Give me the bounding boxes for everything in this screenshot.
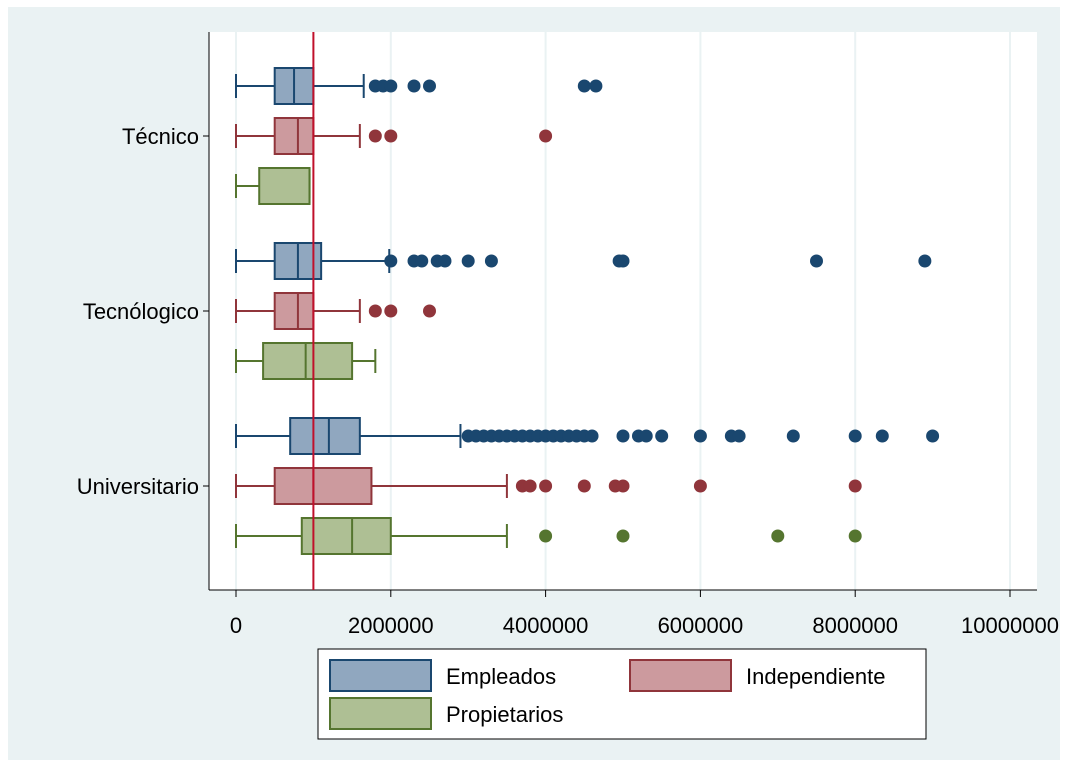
outlier-point xyxy=(539,129,553,143)
outlier-point xyxy=(616,254,630,268)
x-tick-label: 8000000 xyxy=(812,613,898,638)
outlier-point xyxy=(585,429,599,443)
iqr-box xyxy=(289,417,361,455)
outlier-point xyxy=(655,429,669,443)
iqr-box xyxy=(300,517,392,555)
legend-swatch-propietarios xyxy=(329,697,432,730)
outlier-point xyxy=(461,254,475,268)
iqr-box xyxy=(273,467,373,505)
outlier-point xyxy=(384,304,398,318)
x-tick-label: 4000000 xyxy=(503,613,589,638)
outlier-point xyxy=(693,429,707,443)
iqr-box xyxy=(273,117,315,155)
legend-label-independiente: Independiente xyxy=(746,664,885,689)
outlier-point xyxy=(848,479,862,493)
outlier-point xyxy=(875,429,889,443)
outlier-point xyxy=(810,254,823,268)
outlier-point xyxy=(539,529,553,543)
outlier-point xyxy=(918,254,932,268)
outlier-point xyxy=(484,254,498,268)
outlier-point xyxy=(423,79,436,93)
legend-swatch-empleados xyxy=(329,659,432,692)
outlier-point xyxy=(589,79,603,93)
box-independiente-1 xyxy=(235,117,553,155)
box-propietarios-1 xyxy=(235,167,311,205)
x-tick-label: 6000000 xyxy=(658,613,744,638)
outlier-point xyxy=(438,254,452,268)
y-category-label: Tecnólogico xyxy=(83,299,199,324)
outlier-point xyxy=(423,304,436,318)
outlier-point xyxy=(616,479,630,493)
outlier-point xyxy=(384,129,398,143)
x-tick-label: 2000000 xyxy=(348,613,434,638)
legend-label-propietarios: Propietarios xyxy=(446,702,563,727)
box-propietarios-3 xyxy=(235,517,862,555)
box-empleados-3 xyxy=(235,417,940,455)
y-category-label: Técnico xyxy=(122,124,199,149)
outlier-point xyxy=(523,479,537,493)
y-category-label: Universitario xyxy=(77,474,199,499)
x-tick-label: 0 xyxy=(230,613,242,638)
outlier-point xyxy=(771,529,785,543)
outlier-point xyxy=(616,429,630,443)
outlier-point xyxy=(539,479,553,493)
outlier-point xyxy=(577,79,591,93)
outlier-point xyxy=(407,79,421,93)
iqr-box xyxy=(262,342,354,380)
outlier-point xyxy=(384,79,398,93)
box-independiente-3 xyxy=(235,467,862,505)
outlier-point xyxy=(577,479,591,493)
outlier-point xyxy=(926,429,940,443)
legend-swatch-independiente xyxy=(629,659,732,692)
outlier-point xyxy=(368,304,382,318)
outlier-point xyxy=(848,429,862,443)
box-independiente-2 xyxy=(235,292,436,330)
outlier-point xyxy=(732,429,746,443)
outlier-point xyxy=(639,429,653,443)
outlier-point xyxy=(368,129,382,143)
box-propietarios-2 xyxy=(235,342,377,380)
x-tick-label: 10000000 xyxy=(961,613,1059,638)
outlier-point xyxy=(786,429,800,443)
legend-label-empleados: Empleados xyxy=(446,664,556,689)
iqr-box xyxy=(273,292,315,330)
outlier-point xyxy=(415,254,429,268)
outlier-point xyxy=(848,529,862,543)
outlier-point xyxy=(384,254,398,268)
iqr-box xyxy=(258,167,311,205)
outlier-point xyxy=(616,529,630,543)
outlier-point xyxy=(693,479,707,493)
